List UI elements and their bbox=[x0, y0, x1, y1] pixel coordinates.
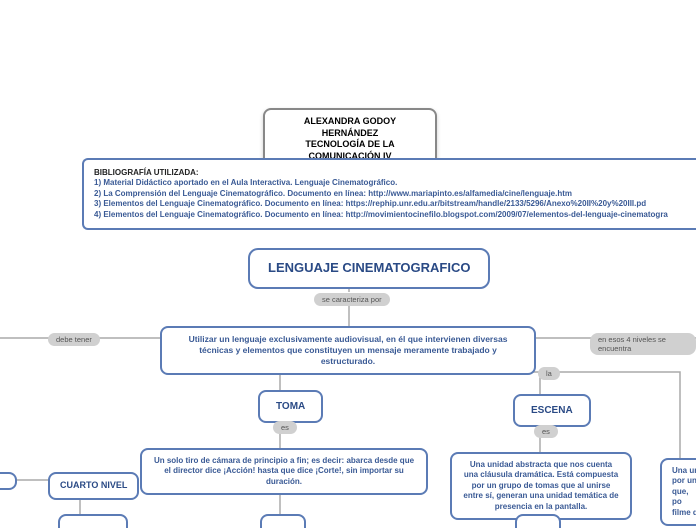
partial-right-node: Una un por un que, po filme d bbox=[660, 458, 696, 526]
partial-bottom-node bbox=[58, 514, 128, 528]
bibliography-node: BIBLIOGRAFÍA UTILIZADA: 1) Material Didá… bbox=[82, 158, 696, 230]
escena-desc: Una unidad abstracta que nos cuenta una … bbox=[463, 460, 618, 511]
connector-es2: es bbox=[534, 425, 558, 438]
partial-bottom3-node bbox=[515, 514, 561, 528]
toma-desc-node: Un solo tiro de cámara de principio a fi… bbox=[140, 448, 428, 495]
escena-node: ESCENA bbox=[513, 394, 591, 427]
partial-left-node bbox=[0, 472, 17, 490]
connector-la: la bbox=[538, 367, 560, 380]
cuarto-nivel-node: CUARTO NIVEL bbox=[48, 472, 139, 500]
description-text: Utilizar un lenguaje exclusivamente audi… bbox=[189, 334, 508, 366]
toma-desc: Un solo tiro de cámara de principio a fi… bbox=[154, 456, 414, 486]
main-title: LENGUAJE CINEMATOGRAFICO bbox=[268, 260, 470, 275]
main-title-node: LENGUAJE CINEMATOGRAFICO bbox=[248, 248, 490, 289]
biblio-title: BIBLIOGRAFÍA UTILIZADA: bbox=[94, 168, 696, 178]
connector-debe-tener: debe tener bbox=[48, 333, 100, 346]
toma-node: TOMA bbox=[258, 390, 323, 423]
toma-label: TOMA bbox=[276, 401, 305, 412]
connector-caracteriza: se caracteriza por bbox=[314, 293, 390, 306]
biblio-item1: 1) Material Didáctico aportado en el Aul… bbox=[94, 178, 696, 188]
biblio-item3: 3) Elementos del Lenguaje Cinematográfic… bbox=[94, 199, 696, 209]
cuarto-label: CUARTO NIVEL bbox=[60, 480, 127, 490]
biblio-item4: 4) Elementos del Lenguaje Cinematográfic… bbox=[94, 210, 696, 220]
biblio-item2: 2) La Comprensión del Lenguaje Cinematog… bbox=[94, 189, 696, 199]
partial-bottom2-node bbox=[260, 514, 306, 528]
escena-label: ESCENA bbox=[531, 405, 573, 416]
connector-es1: es bbox=[273, 421, 297, 434]
header-line1: ALEXANDRA GODOY HERNÁNDEZ bbox=[275, 116, 425, 139]
escena-desc-node: Una unidad abstracta que nos cuenta una … bbox=[450, 452, 632, 520]
connector-niveles: en esos 4 niveles se encuentra bbox=[590, 333, 696, 355]
description-node: Utilizar un lenguaje exclusivamente audi… bbox=[160, 326, 536, 375]
